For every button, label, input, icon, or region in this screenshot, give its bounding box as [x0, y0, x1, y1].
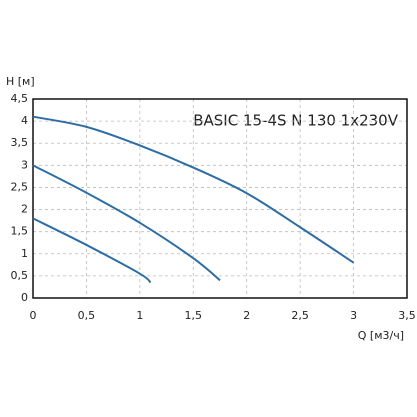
x-tick-label: 3: [350, 309, 357, 322]
chart-title: BASIC 15-4S N 130 1x230V: [193, 112, 399, 130]
x-tick-label: 1,5: [185, 309, 203, 322]
x-tick-label: 0,5: [78, 309, 96, 322]
y-tick-label: 2: [21, 203, 28, 216]
y-tick-label: 2,5: [11, 180, 29, 193]
x-tick-label: 3,5: [398, 309, 416, 322]
x-axis-label: Q [м3/ч]: [358, 329, 404, 342]
y-tick-label: 0,5: [11, 269, 29, 282]
y-tick-label: 0: [21, 291, 28, 304]
x-tick-label: 2,5: [291, 309, 309, 322]
x-tick-label: 2: [243, 309, 250, 322]
y-tick-label: 4: [21, 114, 28, 127]
curve: [32, 164, 221, 282]
y-tick-label: 1: [21, 247, 28, 260]
y-tick-label: 1,5: [11, 225, 29, 238]
y-tick-label: 3: [21, 158, 28, 171]
curve: [32, 217, 152, 284]
plot-frame: [32, 98, 408, 299]
x-tick-label: 1: [136, 309, 143, 322]
curve: [32, 115, 355, 264]
y-axis-label: H [м]: [6, 75, 35, 88]
y-tick-label: 4,5: [11, 92, 29, 105]
y-tick-label: 3,5: [11, 136, 29, 149]
x-tick-label: 0: [30, 309, 37, 322]
